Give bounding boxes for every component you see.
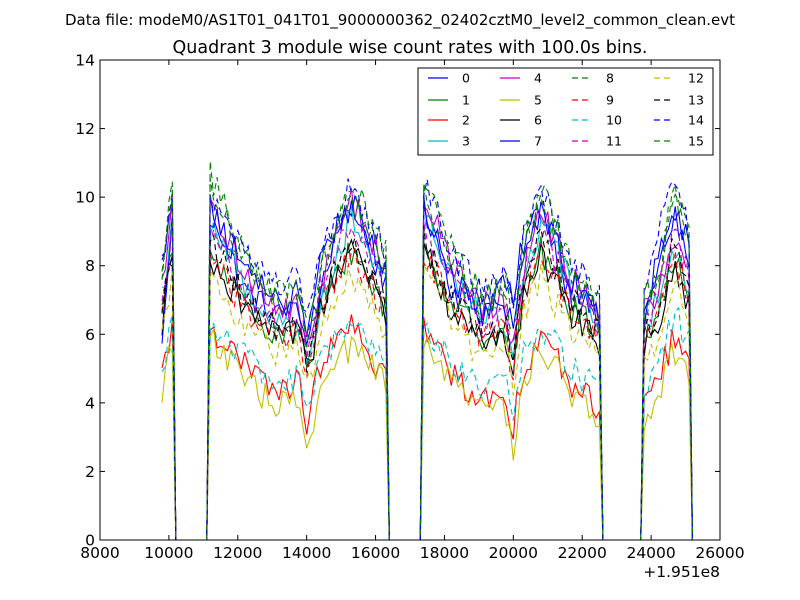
series-line-7 [161, 195, 693, 540]
legend-label-6: 6 [534, 113, 542, 128]
legend-label-0: 0 [462, 71, 470, 86]
y-tick-label: 4 [85, 394, 95, 412]
series-line-5 [161, 327, 693, 540]
series-line-1 [161, 236, 693, 540]
series-line-15 [161, 161, 693, 540]
axis-ticks: 8000 10000 12000 14000 16000 18000 20000 22000 2… [75, 52, 744, 563]
series-line-2 [161, 314, 693, 540]
series-line-13 [161, 227, 693, 540]
legend-label-13: 13 [688, 93, 704, 108]
x-tick-label: 10000 [144, 544, 193, 562]
legend-label-3: 3 [462, 134, 470, 149]
series-line-4 [161, 188, 693, 540]
legend-label-5: 5 [534, 93, 542, 108]
plot-lines [161, 161, 693, 540]
legend-label-7: 7 [534, 134, 542, 149]
series-line-10 [161, 306, 693, 540]
y-tick-label: 10 [75, 189, 95, 207]
chart-title: Quadrant 3 module wise count rates with … [173, 38, 648, 58]
y-tick-label: 6 [85, 326, 95, 344]
x-axis-offset-label: +1.951e8 [643, 563, 720, 581]
figure-suptitle: Data file: modeM0/AS1T01_041T01_90000003… [65, 11, 735, 30]
plot-area-frame [99, 59, 721, 541]
legend-label-14: 14 [688, 113, 704, 128]
y-tick-label: 12 [75, 120, 95, 138]
legend-label-9: 9 [606, 93, 614, 108]
legend-label-8: 8 [606, 71, 614, 86]
series-line-12 [161, 263, 693, 540]
legend-label-11: 11 [606, 134, 622, 149]
y-tick-label: 14 [75, 52, 95, 70]
x-tick-label: 8000 [80, 544, 119, 562]
legend-label-12: 12 [688, 71, 704, 86]
y-tick-label: 8 [85, 257, 95, 275]
series-line-3 [161, 205, 693, 540]
x-tick-label: 12000 [213, 544, 262, 562]
legend-label-4: 4 [534, 71, 542, 86]
x-tick-label: 18000 [420, 544, 469, 562]
x-tick-label: 22000 [558, 544, 607, 562]
x-tick-label: 14000 [282, 544, 331, 562]
x-tick-label: 20000 [489, 544, 538, 562]
x-tick-label: 26000 [695, 544, 744, 562]
legend-label-15: 15 [688, 134, 704, 149]
legend-label-10: 10 [606, 113, 622, 128]
y-tick-label: 0 [85, 532, 95, 550]
x-tick-label: 16000 [351, 544, 400, 562]
x-tick-label: 24000 [626, 544, 675, 562]
series-line-14 [161, 178, 693, 540]
y-tick-label: 2 [85, 463, 95, 481]
legend-label-1: 1 [462, 93, 470, 108]
legend-label-2: 2 [462, 113, 470, 128]
legend-frame [417, 67, 714, 156]
